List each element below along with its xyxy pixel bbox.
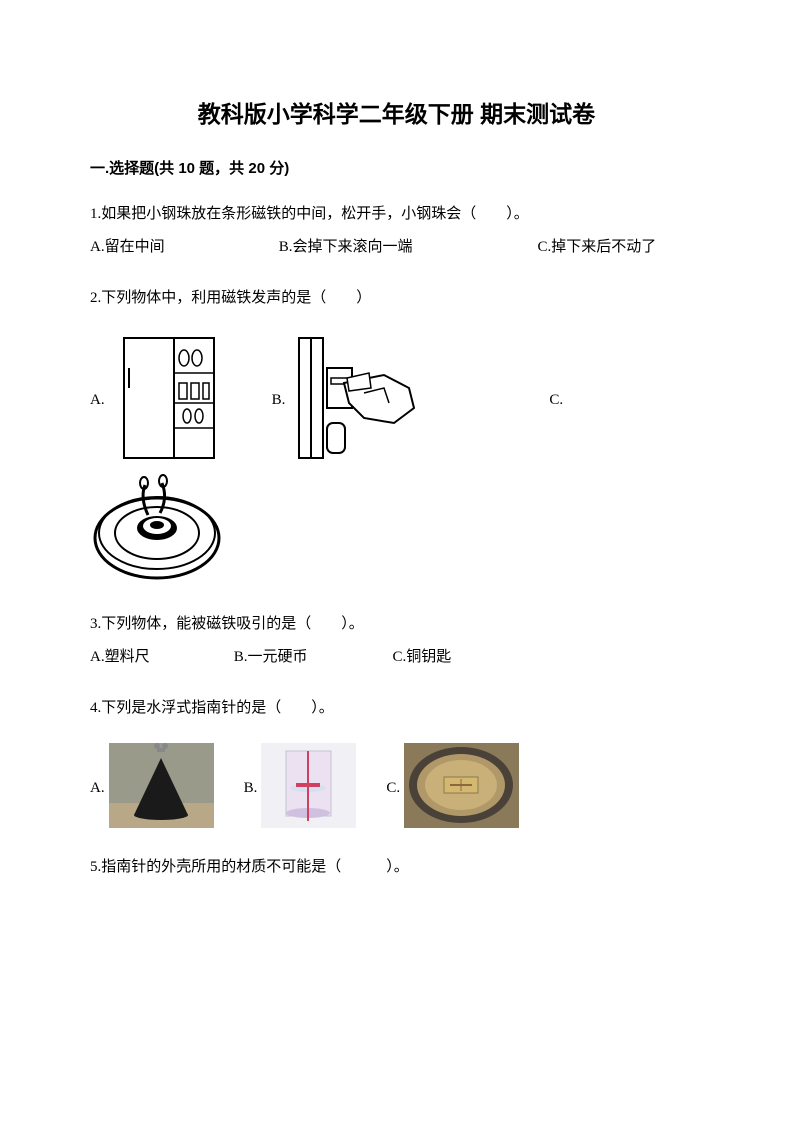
q4-opt-c-label: C.	[386, 780, 400, 797]
q3-text: 3.下列物体，能被磁铁吸引的是（ ）。	[90, 608, 703, 641]
compass-b-image	[261, 743, 356, 833]
q2-image-row: A. B. C.	[90, 333, 703, 468]
question-3: 3.下列物体，能被磁铁吸引的是（ ）。 A.塑料尺 B.一元硬币 C.铜钥匙	[90, 608, 703, 674]
q1-options: A.留在中间 B.会掉下来滚向一端 C.掉下来后不动了	[90, 231, 703, 264]
q2-opt-a-label: A.	[90, 392, 105, 409]
q4-opt-b-label: B.	[244, 780, 258, 797]
q1-opt-c: C.掉下来后不动了	[538, 239, 657, 255]
q4-opt-a-label: A.	[90, 780, 105, 797]
q1-text: 1.如果把小钢珠放在条形磁铁的中间，松开手，小钢珠会（ ）。	[90, 198, 703, 231]
question-1: 1.如果把小钢珠放在条形磁铁的中间，松开手，小钢珠会（ ）。 A.留在中间 B.…	[90, 198, 703, 264]
q1-opt-b: B.会掉下来滚向一端	[279, 231, 534, 264]
page-title: 教科版小学科学二年级下册 期末测试卷	[90, 95, 703, 129]
speaker-image	[90, 473, 703, 608]
section-header: 一.选择题(共 10 题，共 20 分)	[90, 157, 703, 178]
compass-a-image	[109, 743, 214, 833]
question-5: 5.指南针的外壳所用的材质不可能是（ ）。	[90, 851, 703, 884]
q4-text: 4.下列是水浮式指南针的是（ ）。	[90, 692, 703, 725]
q3-opt-c: C.铜钥匙	[393, 649, 452, 665]
compass-c-image	[404, 743, 519, 833]
q3-opt-b: B.一元硬币	[234, 641, 389, 674]
question-2: 2.下列物体中，利用磁铁发声的是（ ）	[90, 282, 703, 315]
card-reader-image	[289, 333, 449, 468]
q1-opt-a: A.留在中间	[90, 231, 275, 264]
q3-opt-a: A.塑料尺	[90, 641, 230, 674]
q4-image-row: A. B. C.	[90, 743, 703, 833]
question-4: 4.下列是水浮式指南针的是（ ）。	[90, 692, 703, 725]
q2-opt-c-label: C.	[549, 392, 563, 409]
q2-text: 2.下列物体中，利用磁铁发声的是（ ）	[90, 282, 703, 315]
q2-opt-b-label: B.	[272, 392, 286, 409]
q3-options: A.塑料尺 B.一元硬币 C.铜钥匙	[90, 641, 703, 674]
q5-text: 5.指南针的外壳所用的材质不可能是（ ）。	[90, 851, 703, 884]
fridge-image	[109, 333, 224, 468]
